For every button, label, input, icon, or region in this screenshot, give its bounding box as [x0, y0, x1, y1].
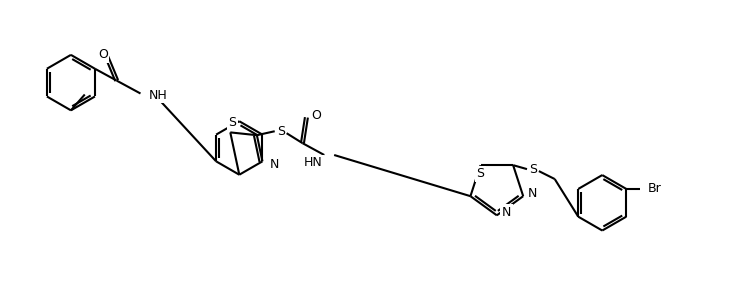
Text: S: S: [228, 117, 236, 129]
Text: O: O: [311, 109, 321, 122]
Text: NH: NH: [148, 89, 167, 102]
Text: N: N: [502, 206, 511, 219]
Text: O: O: [98, 48, 108, 61]
Text: N: N: [528, 187, 538, 200]
Text: N: N: [269, 158, 279, 171]
Text: Br: Br: [648, 182, 662, 195]
Text: HN: HN: [304, 157, 322, 169]
Text: S: S: [277, 125, 285, 138]
Text: S: S: [476, 167, 485, 180]
Text: S: S: [529, 163, 537, 175]
